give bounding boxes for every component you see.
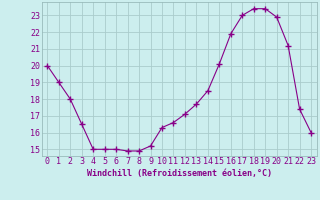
X-axis label: Windchill (Refroidissement éolien,°C): Windchill (Refroidissement éolien,°C) [87, 169, 272, 178]
